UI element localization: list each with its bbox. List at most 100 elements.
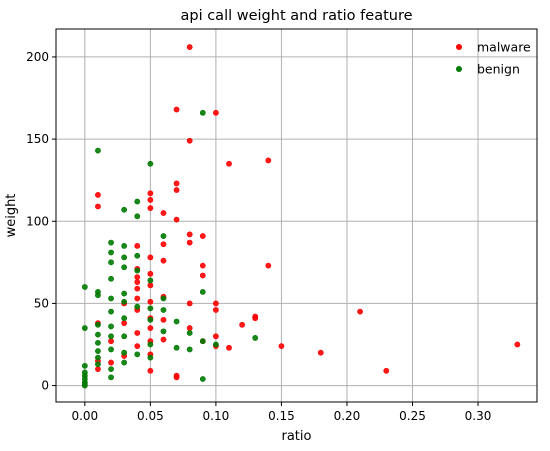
malware-point: [186, 300, 193, 307]
benign-point: [121, 315, 128, 322]
benign-point: [121, 359, 128, 366]
grid-layer: [56, 29, 537, 402]
benign-point: [108, 249, 114, 256]
malware-point: [121, 320, 128, 327]
benign-point: [147, 277, 154, 284]
malware-point: [147, 190, 154, 197]
y-axis-label: weight: [4, 194, 19, 238]
benign-point: [95, 321, 101, 328]
benign-point: [121, 242, 128, 249]
benign-point: [121, 349, 128, 356]
malware-point: [147, 367, 154, 374]
y-tick-label: 150: [26, 132, 49, 146]
malware-point: [226, 344, 232, 351]
benign-point: [95, 361, 101, 368]
malware-point: [252, 315, 259, 322]
malware-point: [160, 336, 167, 343]
benign-point: [134, 213, 141, 220]
malware-point: [134, 295, 141, 302]
malware-point: [108, 359, 114, 366]
benign-point: [147, 316, 154, 323]
malware-point: [134, 242, 141, 249]
malware-point: [147, 325, 154, 331]
malware-point: [212, 333, 219, 340]
malware-point: [95, 203, 101, 210]
malware-point: [173, 180, 180, 187]
benign-point: [108, 374, 114, 381]
benign-point: [186, 346, 193, 353]
benign-point: [160, 307, 167, 313]
benign-point: [121, 206, 128, 213]
malware-point: [160, 210, 167, 216]
benign-point: [134, 267, 141, 274]
legend-marker-malware: [456, 44, 462, 50]
series-benign: [81, 109, 259, 389]
benign-point: [173, 318, 180, 325]
malware-point: [134, 330, 141, 336]
malware-point: [173, 216, 180, 223]
malware-point: [95, 192, 101, 198]
benign-point: [95, 292, 101, 299]
malware-point: [108, 338, 114, 345]
benign-point: [121, 290, 128, 297]
series-malware: [95, 44, 521, 381]
malware-point: [160, 241, 167, 248]
malware-point: [186, 239, 193, 246]
benign-point: [108, 259, 114, 266]
benign-point: [147, 305, 154, 312]
malware-point: [186, 325, 193, 331]
malware-point: [212, 109, 219, 116]
malware-point: [383, 367, 390, 374]
benign-point: [81, 382, 88, 389]
benign-point: [95, 147, 101, 154]
benign-point: [108, 333, 114, 340]
x-axis-label: ratio: [282, 429, 312, 444]
malware-point: [186, 231, 193, 238]
benign-point: [108, 323, 114, 330]
benign-point: [134, 198, 141, 205]
x-tick-label: 0.00: [71, 409, 98, 423]
legend: malware benign: [456, 40, 531, 77]
malware-point: [134, 274, 141, 281]
benign-point: [95, 348, 101, 354]
malware-point: [186, 44, 193, 50]
malware-point: [239, 321, 246, 328]
benign-point: [81, 284, 88, 290]
benign-point: [108, 239, 114, 246]
malware-point: [199, 262, 206, 269]
y-tick-label: 0: [41, 379, 49, 393]
malware-point: [160, 257, 167, 264]
malware-point: [147, 298, 154, 305]
malware-point: [173, 187, 180, 193]
x-tick-label: 0.05: [137, 409, 164, 423]
malware-point: [212, 307, 219, 313]
malware-point: [147, 205, 154, 212]
malware-point: [317, 349, 324, 356]
malware-point: [147, 282, 154, 289]
benign-point: [173, 344, 180, 351]
benign-point: [95, 354, 101, 361]
benign-point: [186, 330, 193, 336]
benign-point: [121, 254, 128, 261]
benign-point: [199, 109, 206, 116]
benign-point: [81, 362, 88, 369]
benign-point: [212, 341, 219, 348]
legend-label-malware: malware: [477, 40, 531, 55]
malware-point: [199, 233, 206, 239]
malware-point: [147, 196, 154, 203]
x-tick-label: 0.25: [399, 409, 426, 423]
benign-point: [108, 275, 114, 282]
benign-point: [134, 303, 141, 310]
malware-point: [278, 343, 285, 350]
legend-label-benign: benign: [477, 62, 520, 77]
benign-point: [134, 252, 141, 259]
benign-point: [121, 333, 128, 340]
y-tick-label: 50: [34, 296, 49, 310]
benign-point: [160, 328, 167, 335]
x-tick-label: 0.10: [203, 409, 230, 423]
benign-point: [108, 346, 114, 353]
benign-point: [95, 339, 101, 346]
malware-point: [265, 262, 272, 269]
malware-point: [514, 341, 521, 348]
chart-title: api call weight and ratio feature: [180, 8, 412, 24]
